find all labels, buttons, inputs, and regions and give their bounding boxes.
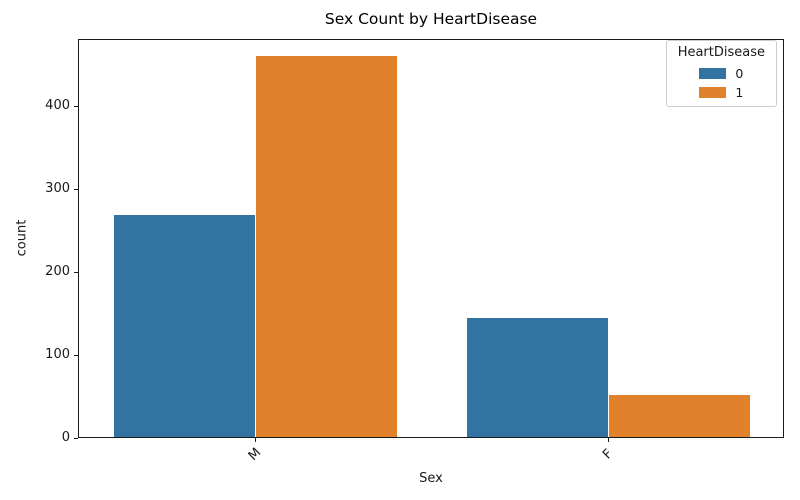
- y-axis-label: count: [14, 219, 30, 257]
- x-tick-label-F: F: [599, 446, 616, 463]
- x-tick-mark-M: [254, 438, 256, 442]
- bar-F-1: [608, 395, 750, 437]
- x-tick-mark-F: [607, 438, 609, 442]
- bar-F-0: [467, 318, 609, 437]
- legend-entry-1: 1: [676, 85, 767, 100]
- x-tick-label-M: M: [245, 445, 264, 464]
- legend-title: HeartDisease: [677, 45, 765, 60]
- legend-swatch-icon: [699, 87, 727, 98]
- y-tick-label-100: 100: [45, 346, 70, 362]
- y-tick-mark-100: [74, 354, 78, 356]
- y-tick-mark-0: [74, 438, 78, 439]
- y-tick-mark-200: [74, 271, 78, 273]
- y-tick-mark-300: [74, 188, 78, 190]
- y-tick-label-0: 0: [61, 430, 70, 445]
- legend-entry-label: 1: [735, 85, 744, 100]
- y-tick-label-300: 300: [45, 180, 70, 196]
- legend-entry-0: 0: [676, 66, 767, 81]
- bar-M-1: [255, 56, 397, 437]
- chart-title: Sex Count by HeartDisease: [324, 10, 538, 28]
- y-tick-label-400: 400: [45, 97, 70, 113]
- y-tick-label-200: 200: [45, 263, 70, 279]
- y-tick-mark-400: [74, 105, 78, 107]
- legend-entry-label: 0: [735, 66, 744, 81]
- x-axis-label: Sex: [419, 471, 443, 486]
- bar-M-0: [114, 215, 256, 437]
- legend-swatch-icon: [699, 68, 727, 79]
